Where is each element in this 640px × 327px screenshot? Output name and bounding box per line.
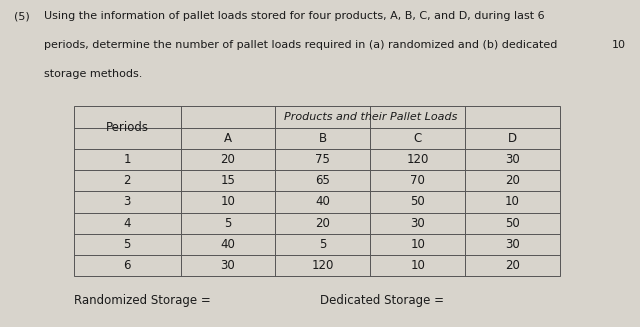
Text: storage methods.: storage methods. (44, 69, 142, 79)
Text: 20: 20 (505, 259, 520, 272)
Text: 50: 50 (505, 217, 520, 230)
Text: A: A (224, 132, 232, 145)
Text: 2: 2 (124, 174, 131, 187)
Text: 120: 120 (312, 259, 334, 272)
Text: 10: 10 (221, 196, 236, 208)
Text: 20: 20 (316, 217, 330, 230)
Text: 120: 120 (406, 153, 429, 166)
Text: 10: 10 (410, 238, 425, 251)
Text: D: D (508, 132, 517, 145)
Text: 20: 20 (505, 174, 520, 187)
Bar (74, 106, 560, 276)
Text: 30: 30 (505, 238, 520, 251)
Text: 6: 6 (124, 259, 131, 272)
Text: 30: 30 (221, 259, 236, 272)
Text: 40: 40 (316, 196, 330, 208)
Text: 30: 30 (410, 217, 425, 230)
Text: 30: 30 (505, 153, 520, 166)
Text: 50: 50 (410, 196, 425, 208)
Text: B: B (319, 132, 327, 145)
Text: C: C (413, 132, 422, 145)
Text: Dedicated Storage =: Dedicated Storage = (320, 294, 444, 307)
Text: 75: 75 (316, 153, 330, 166)
Text: Using the information of pallet loads stored for four products, A, B, C, and D, : Using the information of pallet loads st… (44, 11, 544, 22)
Text: 10: 10 (410, 259, 425, 272)
Text: 3: 3 (124, 196, 131, 208)
Text: periods, determine the number of pallet loads required in (a) randomized and (b): periods, determine the number of pallet … (44, 40, 557, 50)
Text: 20: 20 (221, 153, 236, 166)
Text: (5): (5) (14, 11, 30, 22)
Text: 10: 10 (612, 40, 626, 50)
Text: Periods: Periods (106, 121, 148, 134)
Text: Randomized Storage =: Randomized Storage = (74, 294, 211, 307)
Text: 5: 5 (225, 217, 232, 230)
Text: 40: 40 (221, 238, 236, 251)
Text: 1: 1 (124, 153, 131, 166)
Text: 70: 70 (410, 174, 425, 187)
Text: 10: 10 (505, 196, 520, 208)
Text: 5: 5 (319, 238, 326, 251)
Text: 5: 5 (124, 238, 131, 251)
Text: 4: 4 (124, 217, 131, 230)
Text: 15: 15 (221, 174, 236, 187)
Text: 65: 65 (316, 174, 330, 187)
Text: Products and their Pallet Loads: Products and their Pallet Loads (284, 112, 457, 122)
